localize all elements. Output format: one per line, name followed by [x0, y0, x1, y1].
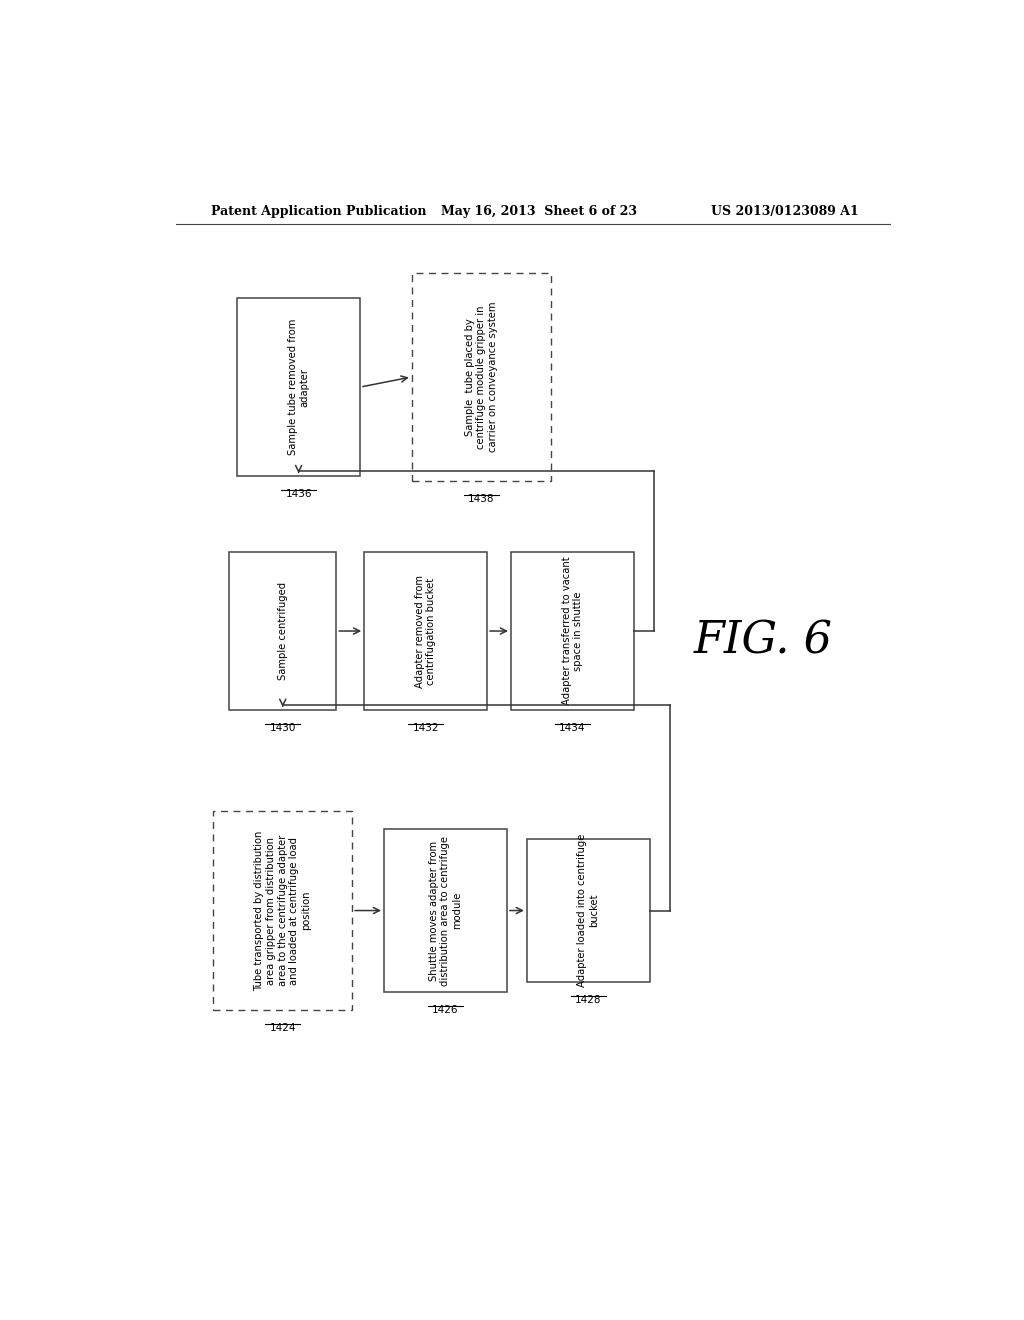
Bar: [511, 552, 634, 710]
Text: 1432: 1432: [413, 723, 439, 733]
Text: Sample tube removed from
adapter: Sample tube removed from adapter: [288, 319, 309, 455]
Bar: [213, 812, 352, 1010]
Text: Adapter transferred to vacant
space in shuttle: Adapter transferred to vacant space in s…: [561, 557, 584, 705]
Text: FIG. 6: FIG. 6: [693, 619, 833, 663]
Text: Tube transported by distribution
area gripper from distribution
area to the cent: Tube transported by distribution area gr…: [255, 830, 311, 991]
Text: 1428: 1428: [575, 995, 601, 1005]
Text: 1436: 1436: [286, 490, 312, 499]
Text: US 2013/0123089 A1: US 2013/0123089 A1: [712, 205, 859, 218]
Text: 1438: 1438: [468, 494, 495, 504]
Text: Patent Application Publication: Patent Application Publication: [211, 205, 427, 218]
Text: Shuttle moves adapter from
distribution area to centrifuge
module: Shuttle moves adapter from distribution …: [429, 836, 462, 986]
Bar: [238, 298, 360, 477]
Bar: [526, 840, 650, 982]
Bar: [412, 273, 551, 480]
Text: Adapter loaded into centrifuge
bucket: Adapter loaded into centrifuge bucket: [578, 834, 599, 987]
Bar: [365, 552, 487, 710]
Text: Sample  tube placed by
centrifuge module gripper in
carrier on conveyance system: Sample tube placed by centrifuge module …: [465, 302, 498, 453]
Text: 1426: 1426: [432, 1005, 459, 1015]
Text: Adapter removed from
centrifugation bucket: Adapter removed from centrifugation buck…: [415, 574, 436, 688]
Text: 1430: 1430: [269, 723, 296, 733]
Bar: [384, 829, 507, 991]
Text: 1424: 1424: [269, 1023, 296, 1032]
Bar: [229, 552, 336, 710]
Text: 1434: 1434: [559, 723, 586, 733]
Text: May 16, 2013  Sheet 6 of 23: May 16, 2013 Sheet 6 of 23: [441, 205, 638, 218]
Text: Sample centrifuged: Sample centrifuged: [278, 582, 288, 680]
